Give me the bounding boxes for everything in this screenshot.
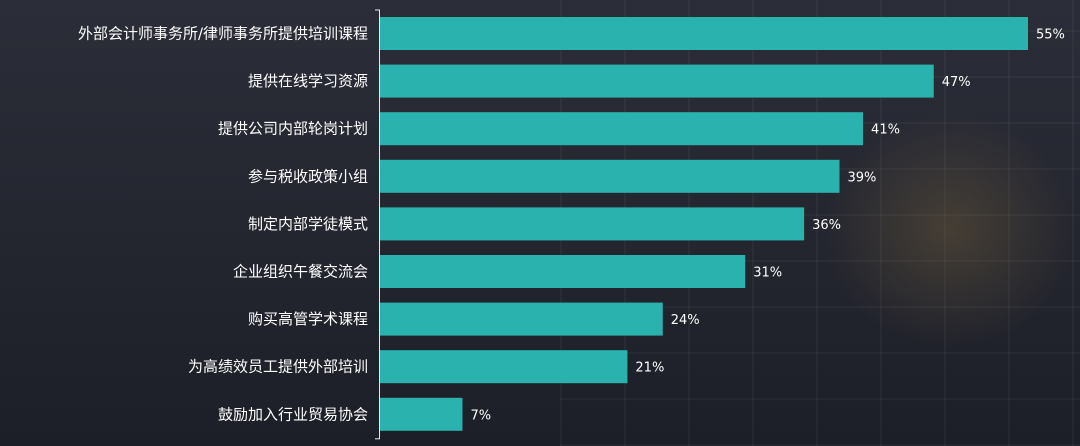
category-label: 提供公司内部轮岗计划	[218, 120, 368, 138]
category-label: 外部会计师事务所/律师事务所提供培训课程	[78, 25, 368, 43]
bar	[380, 159, 840, 193]
category-label: 鼓励加入行业贸易协会	[218, 405, 368, 423]
value-label: 55%	[1036, 28, 1065, 43]
bar	[380, 207, 805, 241]
value-label: 21%	[635, 361, 664, 376]
bar	[380, 64, 934, 98]
value-label: 24%	[671, 313, 700, 328]
bar	[380, 302, 663, 336]
category-label: 为高绩效员工提供外部培训	[188, 358, 368, 376]
value-label: 36%	[812, 218, 841, 233]
bar	[380, 17, 1028, 50]
value-label: 47%	[942, 75, 971, 90]
value-label: 31%	[753, 266, 782, 281]
category-label: 提供在线学习资源	[248, 72, 368, 90]
bar	[380, 350, 628, 384]
value-label: 7%	[470, 408, 491, 423]
category-label: 参与税收政策小组	[248, 167, 368, 185]
bar	[380, 255, 746, 288]
bar	[380, 397, 463, 431]
category-label: 企业组织午餐交流会	[233, 263, 368, 281]
bar	[380, 112, 864, 146]
value-label: 41%	[871, 123, 900, 138]
value-label: 39%	[847, 170, 876, 185]
category-label: 购买高管学术课程	[248, 310, 368, 328]
category-label: 制定内部学徒模式	[248, 215, 368, 233]
